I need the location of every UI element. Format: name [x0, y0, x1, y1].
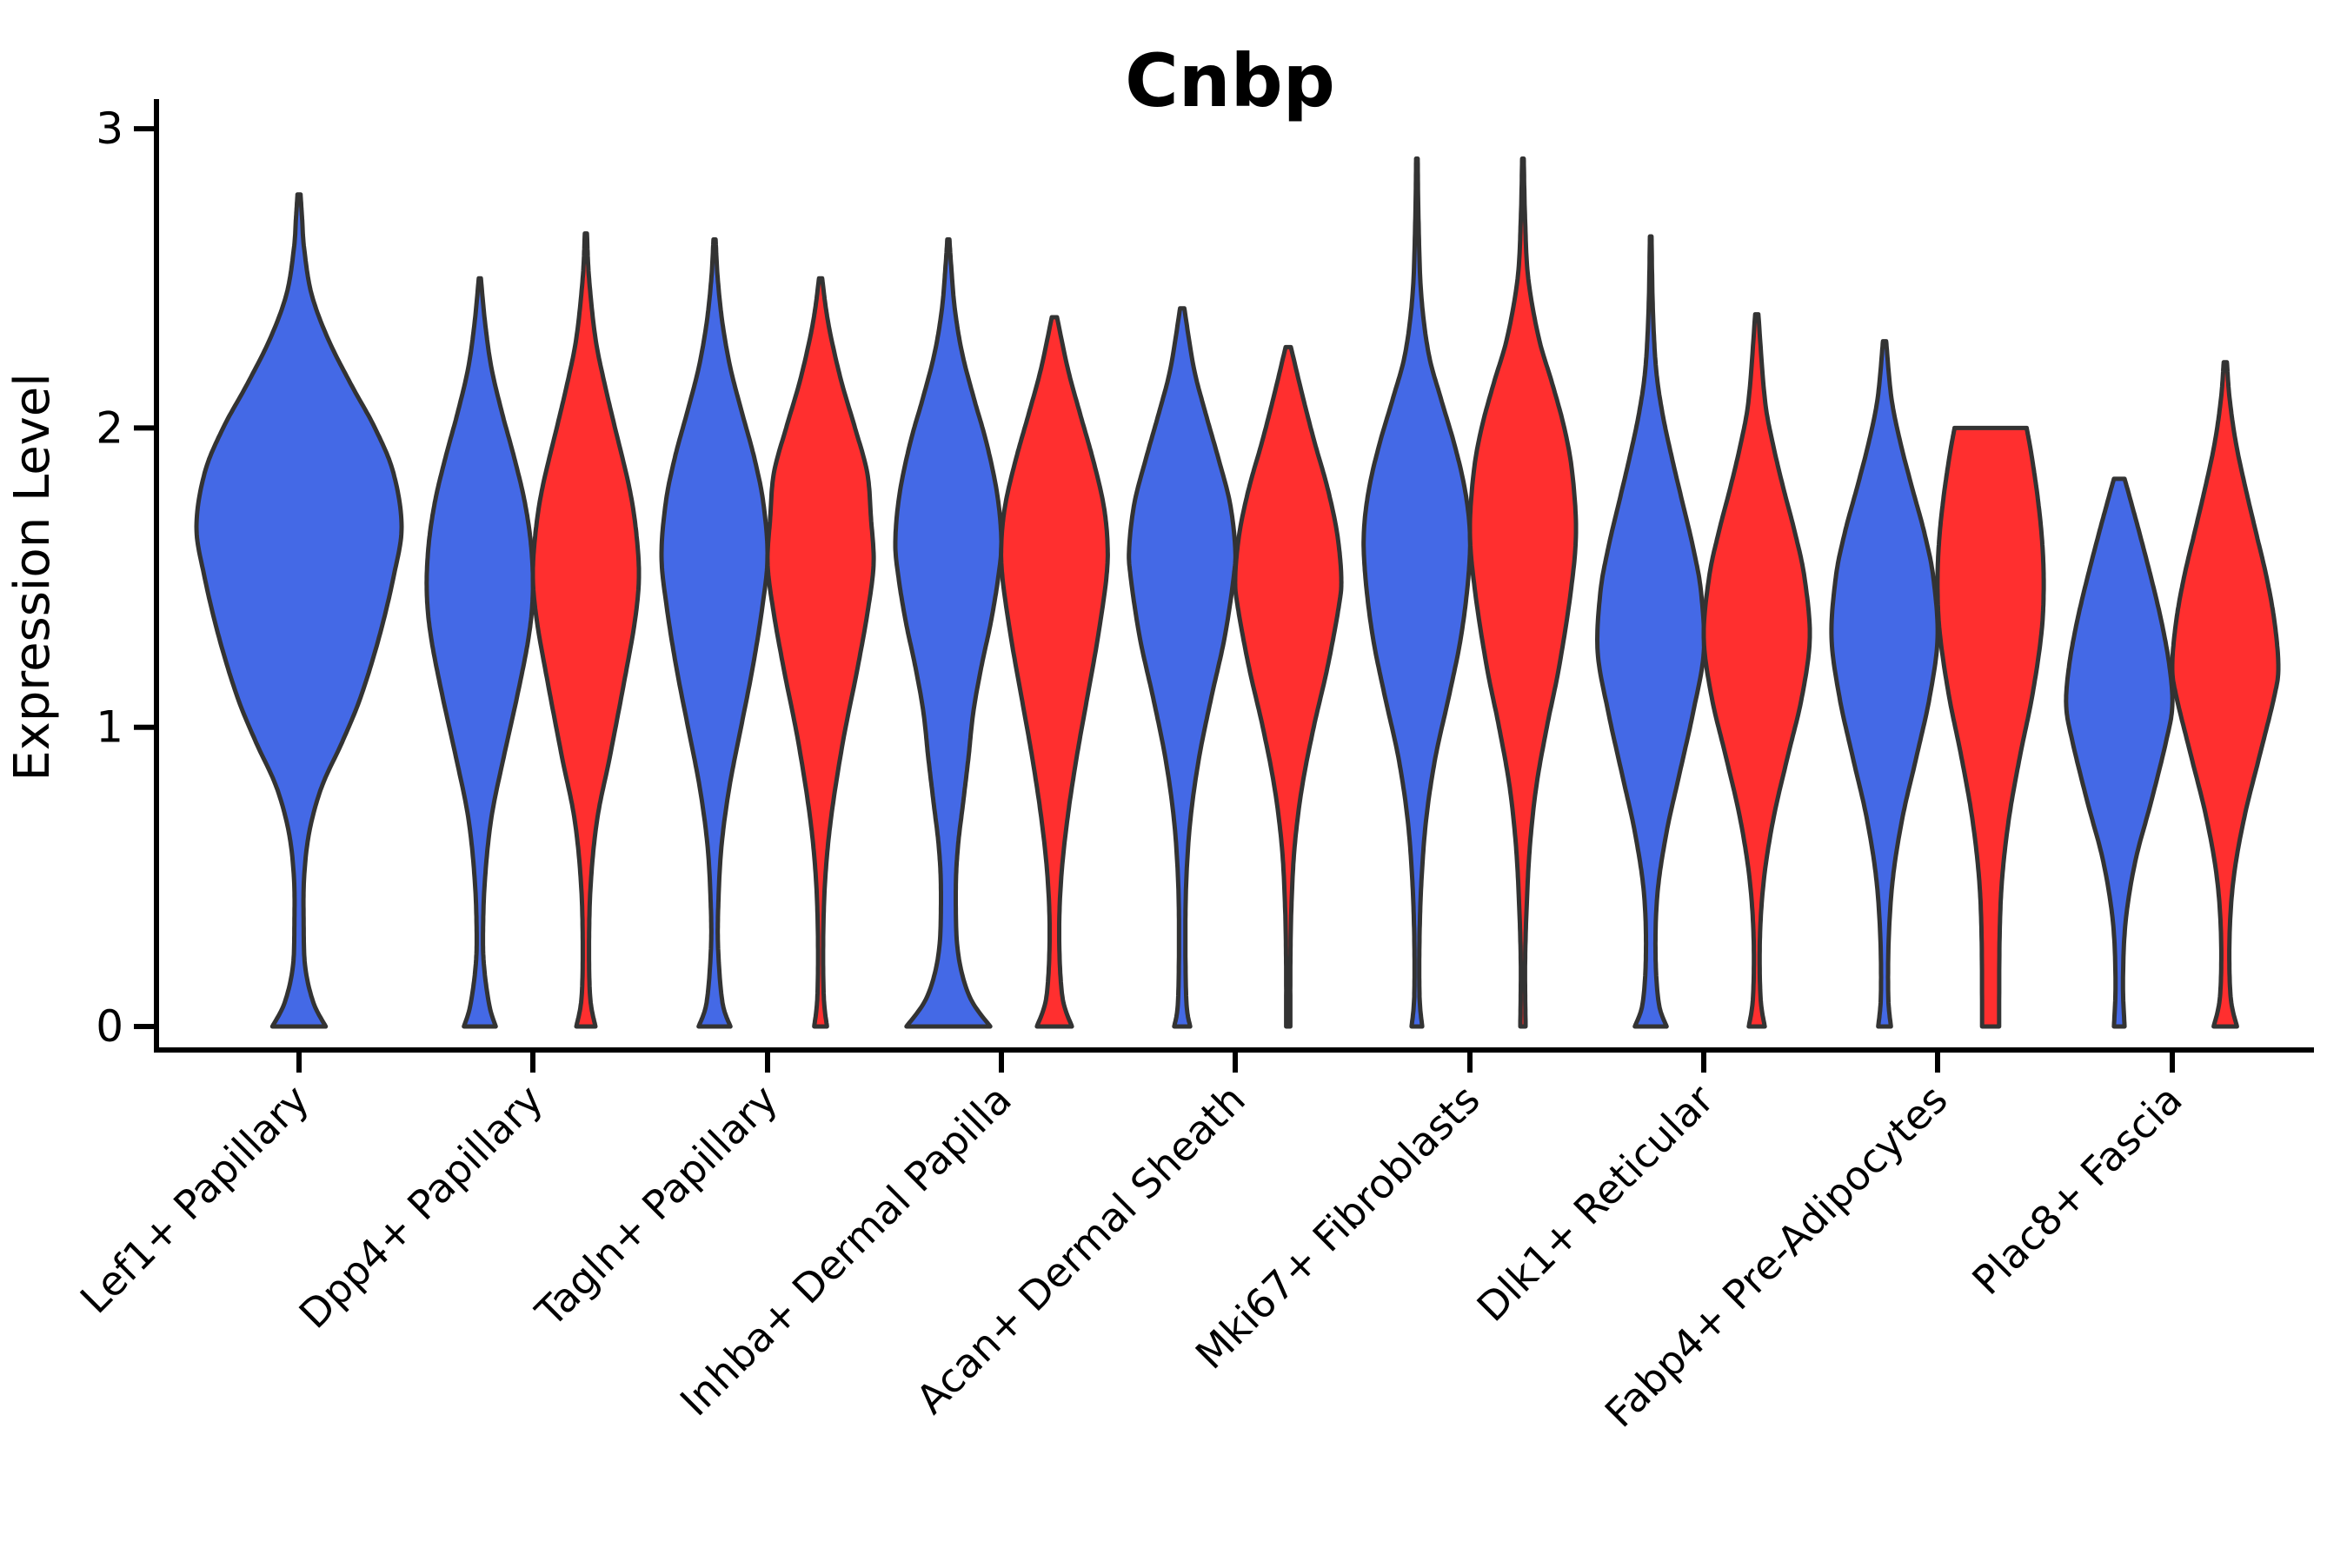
x-tick-label: Plac8+ Fascia: [1963, 1076, 2191, 1304]
y-tick-label: 0: [96, 1001, 123, 1052]
violin-dpp4-papillary-blue: [424, 276, 535, 1029]
violin-dlk1-reticular-red: [1701, 312, 1812, 1029]
violin-fabp4-pre-adipocytes-blue: [1829, 339, 1940, 1029]
x-tick-label: Dpp4+ Papillary: [290, 1076, 552, 1338]
violin-plac8-fascia-blue: [2064, 476, 2175, 1029]
x-tick-label: Lef1+ Papillary: [71, 1076, 318, 1323]
violin-inhba-dermal-papilla-blue: [893, 237, 1004, 1029]
violin-fabp4-pre-adipocytes-red: [1935, 425, 2046, 1029]
y-axis-label: Expression Level: [4, 373, 61, 781]
y-tick-label: 1: [96, 702, 123, 753]
violin-dpp4-papillary-red: [530, 231, 642, 1029]
x-tick-label: Tagln+ Papillary: [526, 1076, 787, 1337]
violin-tagln-papillary-red: [765, 276, 876, 1029]
violin-dlk1-reticular-blue: [1595, 234, 1706, 1029]
violin-tagln-papillary-blue: [659, 237, 770, 1029]
violin-mki67-fibroblasts-red: [1467, 156, 1579, 1029]
violins-layer: [194, 156, 2281, 1029]
y-tick-label: 3: [96, 103, 123, 154]
x-tick-label: Dlk1+ Reticular: [1468, 1076, 1723, 1331]
y-tick-label: 2: [96, 402, 123, 453]
violin-acan-dermal-sheath-blue: [1127, 306, 1238, 1029]
plot-title: Cnbp: [1125, 38, 1335, 123]
violin-mki67-fibroblasts-blue: [1361, 156, 1473, 1029]
violin-lef1-papillary-blue: [194, 192, 404, 1029]
y-ticks-layer: 0 1 2 3: [96, 103, 156, 1052]
violin-acan-dermal-sheath-red: [1233, 344, 1344, 1029]
violin-plac8-fascia-red: [2170, 360, 2281, 1029]
violin-inhba-dermal-papilla-red: [999, 315, 1110, 1029]
